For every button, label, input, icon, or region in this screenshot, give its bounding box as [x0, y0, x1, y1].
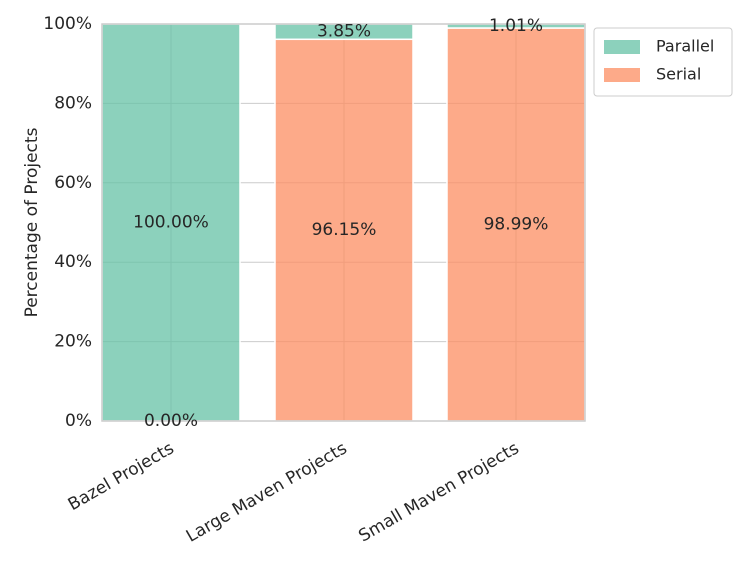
legend-swatch-serial [604, 68, 640, 82]
y-tick-label-1: 20% [54, 332, 92, 352]
frame-layer [101, 23, 586, 422]
plot-frame [101, 23, 586, 422]
legend: Parallel Serial [593, 27, 733, 97]
bar-label-serial-1: 96.15% [312, 220, 377, 240]
bar-parallel-0 [101, 23, 241, 422]
bar-label-parallel-2: 1.01% [489, 16, 543, 36]
y-tick-label-2: 40% [54, 252, 92, 272]
label-layer: 0.00% 100.00% 96.15% 3.85% 98.99% 1.01% [133, 16, 548, 431]
y-tick-label-4: 80% [54, 93, 92, 113]
y-axis-label: Percentage of Projects [22, 127, 42, 317]
bar-layer [101, 23, 586, 422]
bar-label-parallel-0: 100.00% [133, 213, 209, 233]
x-tick-label-2: Small Maven Projects [355, 438, 522, 546]
y-tick-label-3: 60% [54, 173, 92, 193]
legend-swatch-parallel [604, 40, 640, 54]
x-tick-label-0: Bazel Projects [65, 438, 178, 515]
bar-label-serial-2: 98.99% [484, 215, 549, 235]
y-tick-label-5: 100% [43, 14, 92, 34]
legend-label-parallel: Parallel [656, 37, 714, 56]
x-tick-label-1: Large Maven Projects [183, 438, 351, 546]
bar-label-serial-0: 0.00% [144, 411, 198, 431]
bar-label-parallel-1: 3.85% [317, 22, 371, 42]
y-tick-label-0: 0% [65, 411, 92, 431]
legend-label-serial: Serial [656, 65, 701, 84]
